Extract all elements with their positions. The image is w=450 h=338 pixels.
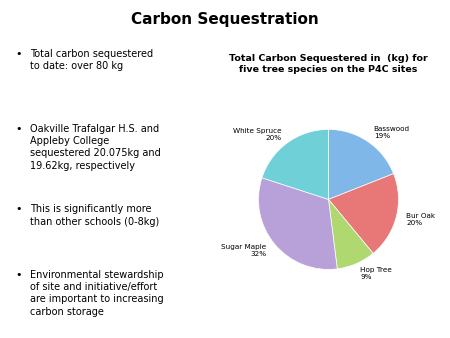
Wedge shape	[328, 199, 373, 269]
Wedge shape	[262, 129, 328, 199]
Text: Bur Oak
20%: Bur Oak 20%	[406, 213, 436, 226]
Text: •: •	[15, 270, 22, 280]
Text: Environmental stewardship
of site and initiative/effort
are important to increas: Environmental stewardship of site and in…	[30, 270, 163, 317]
Text: Sugar Maple
32%: Sugar Maple 32%	[221, 244, 266, 257]
Text: White Spruce
20%: White Spruce 20%	[233, 128, 281, 141]
Wedge shape	[258, 178, 337, 269]
Title: Total Carbon Sequestered in  (kg) for
five tree species on the P4C sites: Total Carbon Sequestered in (kg) for fiv…	[229, 53, 428, 74]
Text: •: •	[15, 49, 22, 59]
Text: Oakville Trafalgar H.S. and
Appleby College
sequestered 20.075kg and
19.62kg, re: Oakville Trafalgar H.S. and Appleby Coll…	[30, 124, 161, 171]
Text: This is significantly more
than other schools (0-8kg): This is significantly more than other sc…	[30, 204, 159, 226]
Wedge shape	[328, 129, 394, 199]
Text: •: •	[15, 124, 22, 134]
Text: Basswood
19%: Basswood 19%	[374, 126, 410, 139]
Text: Hop Tree
9%: Hop Tree 9%	[360, 267, 392, 280]
Text: Carbon Sequestration: Carbon Sequestration	[131, 12, 319, 27]
Wedge shape	[328, 174, 399, 254]
Text: •: •	[15, 204, 22, 214]
Text: Total carbon sequestered
to date: over 80 kg: Total carbon sequestered to date: over 8…	[30, 49, 153, 71]
